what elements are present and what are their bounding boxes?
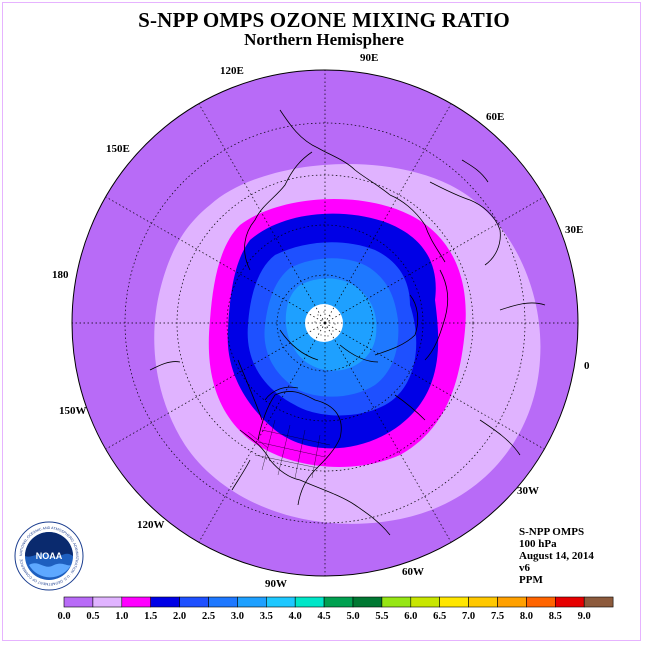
info-units: PPM (519, 574, 543, 586)
info-level: 100 hPa (519, 538, 557, 550)
polar-stipple (314, 311, 336, 337)
lon-label-0: 0 (584, 360, 590, 372)
lon-label-120e: 120E (220, 65, 244, 77)
lon-label-180: 180 (52, 269, 69, 281)
lon-label-90e: 90E (360, 52, 378, 64)
lon-label-30w: 30W (517, 485, 539, 497)
lon-label-60e: 60E (486, 111, 504, 123)
coastlines (149, 109, 546, 536)
lon-label-120w: 120W (137, 519, 165, 531)
lon-label-30e: 30E (565, 224, 583, 236)
graticule (72, 70, 578, 576)
map-title: S-NPP OMPS OZONE MIXING RATIO (138, 8, 510, 32)
lon-label-90w: 90W (265, 578, 287, 590)
logo-wordmark: NOAA (36, 551, 63, 561)
state-boundaries (247, 419, 331, 479)
figure-frame (2, 2, 641, 641)
lon-label-60w: 60W (402, 566, 424, 578)
longitude-labels: 90E 60E 30E 0 30W 60W 90W 120W 150W 180 … (52, 52, 590, 590)
noaa-logo: NOAA NATIONAL OCEANIC AND ATMOSPHERIC AD… (14, 521, 84, 591)
map-boundary (71, 69, 579, 577)
lon-label-150w: 150W (59, 405, 87, 417)
info-version: v6 (519, 562, 530, 574)
info-instrument: S-NPP OMPS (519, 526, 585, 538)
lon-label-150e: 150E (106, 143, 130, 155)
map-subtitle: Northern Hemisphere (244, 30, 404, 49)
info-date: August 14, 2014 (519, 550, 594, 562)
